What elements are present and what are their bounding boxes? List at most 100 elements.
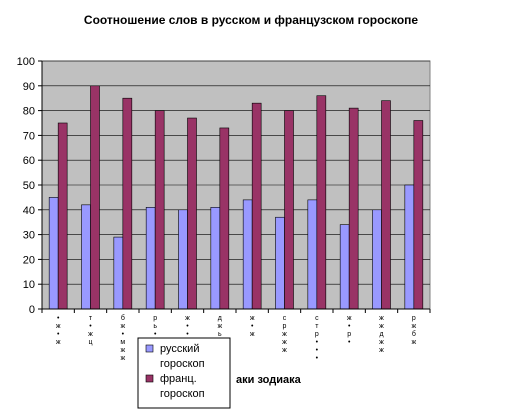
x-tick-label: т•жц xyxy=(88,315,93,346)
x-tick-char: • xyxy=(57,331,60,338)
x-axis-title: аки зодиака xyxy=(236,374,302,386)
y-tick-labels: 0 10 20 30 40 50 60 70 80 90 100 xyxy=(17,56,42,316)
x-tick-char: ж xyxy=(250,331,255,338)
x-tick-char: ж xyxy=(56,339,61,346)
bar-series-2 xyxy=(90,85,100,310)
x-tick-char: • xyxy=(251,323,254,330)
x-tick-char: б xyxy=(412,330,416,338)
x-tick-char: р xyxy=(315,331,319,338)
x-tick-char: с xyxy=(283,315,287,322)
x-tick-char: д xyxy=(379,331,383,338)
y-tick-label: 50 xyxy=(23,180,35,192)
x-tick-char: • xyxy=(122,331,125,338)
x-tick-char: р xyxy=(283,323,287,330)
x-tick-char: ж xyxy=(379,339,384,346)
x-tick-char: б xyxy=(121,314,125,322)
x-tick-char: ж xyxy=(379,323,384,330)
bar-series-2 xyxy=(284,110,294,310)
bar-series-1 xyxy=(307,199,318,310)
legend: русский гороскоп франц. гороскоп xyxy=(137,337,231,409)
x-tick-char: ж xyxy=(282,347,287,354)
gridlines xyxy=(42,60,430,285)
x-tick-char: ь xyxy=(218,331,222,338)
bar-series-2 xyxy=(316,95,327,310)
x-tick-char: д xyxy=(218,315,222,322)
bar-series-2 xyxy=(154,110,165,310)
bar-series-1 xyxy=(210,207,221,310)
y-tick-label: 20 xyxy=(23,254,35,266)
y-tick-label: 80 xyxy=(23,106,35,118)
legend-label: гороскоп xyxy=(160,388,205,400)
y-tick-label: 0 xyxy=(29,304,35,316)
y-tick-label: 10 xyxy=(23,279,35,291)
bar-series-2 xyxy=(219,127,230,310)
x-tick-char: р xyxy=(153,315,157,322)
x-tick-char: с xyxy=(315,315,319,322)
x-tick-char: ж xyxy=(411,339,416,346)
x-tick-char: р xyxy=(347,331,351,338)
x-tick-char: ж xyxy=(411,323,416,330)
x-tick-char: ж xyxy=(185,315,190,322)
x-tick-char: • xyxy=(186,323,189,330)
x-tick-char: м xyxy=(120,339,125,346)
chart-title: Соотношение слов в русском и французском… xyxy=(84,13,419,27)
bar-series-2 xyxy=(122,97,133,310)
bar-series-1 xyxy=(242,199,253,310)
legend-swatch xyxy=(145,344,154,353)
legend-label: русский xyxy=(160,343,199,355)
y-tick-label: 70 xyxy=(23,130,35,142)
bar-series-2 xyxy=(413,120,424,310)
x-tick-char: ж xyxy=(120,355,125,362)
x-tick-label: стр••• xyxy=(315,315,319,362)
x-tick-char: ж xyxy=(120,323,125,330)
legend-label: франц. xyxy=(160,373,197,385)
bar-series-2 xyxy=(251,102,262,310)
x-tick-char: ь xyxy=(153,323,157,330)
x-tick-label: бж•мжж xyxy=(120,314,125,362)
x-tick-char: ж xyxy=(282,331,287,338)
x-tick-char: ж xyxy=(217,323,222,330)
bar-series-2 xyxy=(187,117,197,310)
x-tick-char: ж xyxy=(282,339,287,346)
x-tick-char: ж xyxy=(379,347,384,354)
x-tick-char: • xyxy=(57,315,60,322)
x-tick-char: ц xyxy=(88,339,92,346)
x-tick-char: т xyxy=(315,323,319,330)
x-tick-char: т xyxy=(89,315,93,322)
x-tick-char: • xyxy=(316,355,319,362)
bar-series-1 xyxy=(404,184,415,310)
bars xyxy=(48,85,424,310)
x-tick-label: ж•р• xyxy=(347,315,352,346)
x-tick-labels: •ж•жт•жцбж•мжжрь•ьж••ьджьж•жсржжжстр•••ж… xyxy=(41,309,431,362)
x-tick-char: • xyxy=(348,339,351,346)
x-tick-char: ж xyxy=(347,315,352,322)
bar-series-1 xyxy=(113,236,124,310)
x-tick-char: • xyxy=(348,323,351,330)
bar-series-1 xyxy=(48,197,59,310)
x-tick-char: р xyxy=(412,315,416,322)
x-tick-label: •ж•ж xyxy=(56,315,61,346)
x-tick-label: джь xyxy=(217,315,222,338)
legend-label: гороскоп xyxy=(160,358,205,370)
x-tick-char: • xyxy=(154,331,157,338)
bar-series-1 xyxy=(178,209,188,310)
bar-series-2 xyxy=(57,122,68,310)
x-tick-char: ж xyxy=(250,315,255,322)
x-tick-char: • xyxy=(316,339,319,346)
y-tick-label: 90 xyxy=(23,81,35,93)
x-tick-char: ж xyxy=(120,347,125,354)
bar-series-1 xyxy=(372,209,382,310)
bar-series-2 xyxy=(381,100,391,310)
legend-swatch xyxy=(145,374,154,383)
x-tick-char: • xyxy=(316,347,319,354)
y-tick-label: 30 xyxy=(23,230,35,242)
x-tick-char: ж xyxy=(379,315,384,322)
bar-series-2 xyxy=(348,107,359,310)
legend-box xyxy=(137,337,231,409)
x-tick-char: • xyxy=(186,331,189,338)
bar-series-1 xyxy=(339,224,350,310)
